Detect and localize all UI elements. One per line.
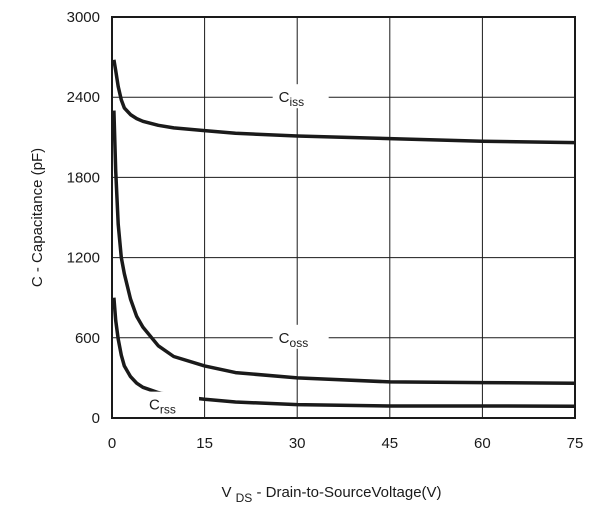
curve-label-background	[272, 324, 329, 349]
y-tick-label: 3000	[67, 9, 100, 26]
x-axis-label: V DS - Drain-to-SourceVoltage(V)	[221, 484, 441, 506]
x-tick-label: 60	[474, 435, 491, 452]
x-tick-label: 45	[381, 435, 398, 452]
x-axis-label-subscript: DS	[236, 491, 253, 505]
curve-labels: Ciss Coss Crss	[143, 84, 329, 417]
curve-label-iss: Ciss	[279, 89, 305, 109]
y-tick-label: 0	[92, 410, 100, 427]
x-tick-label: 15	[196, 435, 213, 452]
x-axis-label-prefix: V	[221, 484, 231, 501]
curve-label-rss: Crss	[149, 397, 176, 417]
y-tick-label: 1200	[67, 250, 100, 267]
x-axis-label-rest: - Drain-to-SourceVoltage(V)	[256, 484, 441, 501]
curve-label-background	[143, 391, 200, 416]
series-group	[112, 59, 576, 408]
y-tick-label: 1800	[67, 169, 100, 186]
curve-label-oss: Coss	[279, 330, 309, 350]
x-tick-label: 0	[108, 435, 116, 452]
x-tick-label: 75	[567, 435, 584, 452]
tick-labels: 0 15 30 45 60 75 0 600 1200 1800 2400 3000	[67, 9, 584, 452]
y-axis-label: C - Capacitance (pF)	[29, 148, 46, 287]
x-tick-label: 30	[289, 435, 306, 452]
series-line-rss	[112, 297, 576, 408]
curve-label-background	[272, 84, 329, 109]
series-line-oss	[112, 110, 576, 385]
series-line-iss	[112, 59, 576, 145]
y-tick-label: 2400	[67, 89, 100, 106]
y-tick-label: 600	[75, 330, 100, 347]
plot-frame	[111, 16, 576, 419]
